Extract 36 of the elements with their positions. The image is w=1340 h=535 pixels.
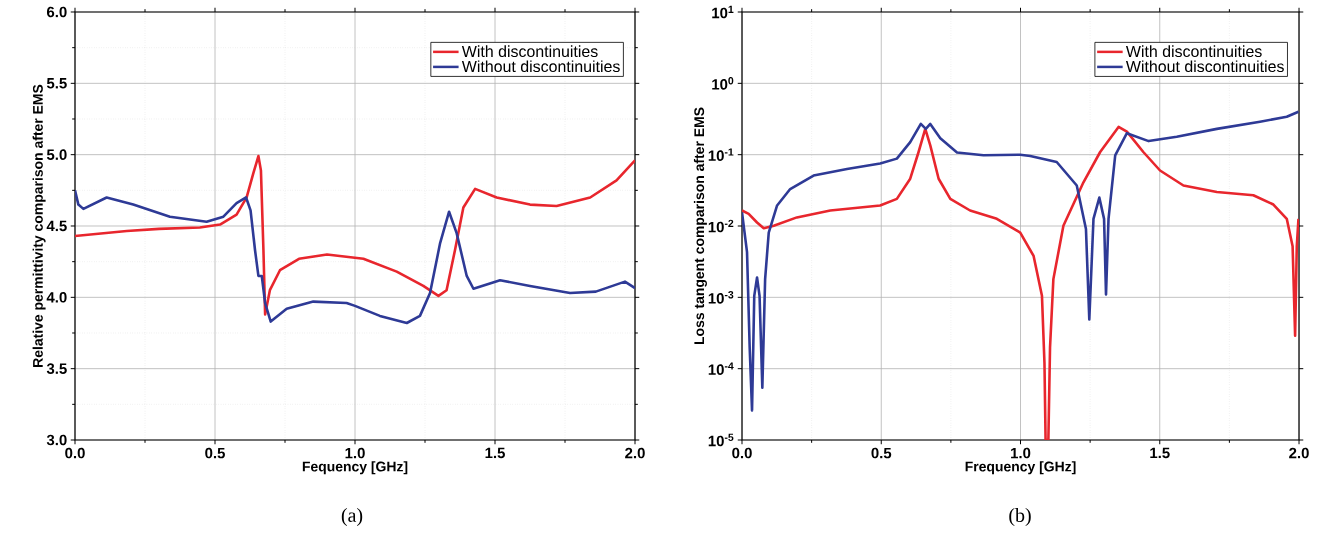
legend-label: With discontinuities xyxy=(461,45,598,58)
y-tick-label: 10$^{0}$ xyxy=(712,77,734,90)
x-tick-label: 0.0 xyxy=(65,447,85,459)
y-tick-label: 10$^{1}$ xyxy=(712,5,734,19)
y-tick-label: 6.0 xyxy=(47,6,67,18)
x-axis-title: Fequency [GHz] xyxy=(302,461,408,475)
legend-label: Without discontinuities xyxy=(1125,60,1284,73)
y-tick-label: 3.0 xyxy=(46,434,67,446)
y-axis-title: Relative permittivity comparison after EMS xyxy=(32,84,46,367)
line-series xyxy=(75,189,635,325)
x-tick-label: 1.5 xyxy=(1150,447,1170,459)
text: (a) xyxy=(341,507,363,527)
x-tick-label: 1.5 xyxy=(485,447,505,459)
y-tick-label: 10$^{-2}$ xyxy=(708,219,734,233)
y-tick-label: 10$^{-1}$ xyxy=(708,148,734,161)
x-tick-label: 0.5 xyxy=(205,447,225,459)
y-tick-label: 10$^{-3}$ xyxy=(708,291,734,304)
y-tick-label: 10$^{-4}$ xyxy=(708,362,734,375)
y-tick-label: 5.5 xyxy=(46,78,67,89)
y-axis-title: Loss tangent comparison after EMS xyxy=(693,107,707,345)
text: (b) xyxy=(1009,507,1031,527)
x-tick-label: 0.0 xyxy=(732,447,752,459)
x-tick-label: 1.0 xyxy=(345,447,365,459)
x-tick-label: 0.5 xyxy=(871,447,892,459)
x-tick-label: 2.0 xyxy=(625,447,645,459)
y-tick-label: 4.5 xyxy=(46,220,67,232)
y-tick-label: 4.0 xyxy=(46,292,67,303)
y-tick-label: 3.5 xyxy=(46,363,67,374)
y-tick-label: 10$^{-5}$ xyxy=(708,433,734,447)
legend-label: Without discontinuities xyxy=(461,60,620,73)
y-tick-label: 5.0 xyxy=(46,149,67,160)
x-tick-label: 1.0 xyxy=(1011,447,1031,459)
x-axis-title: Frequency [GHz] xyxy=(965,461,1076,475)
x-tick-label: 2.0 xyxy=(1289,447,1309,459)
line-series xyxy=(75,154,635,316)
legend-label: With discontinuities xyxy=(1125,45,1262,58)
